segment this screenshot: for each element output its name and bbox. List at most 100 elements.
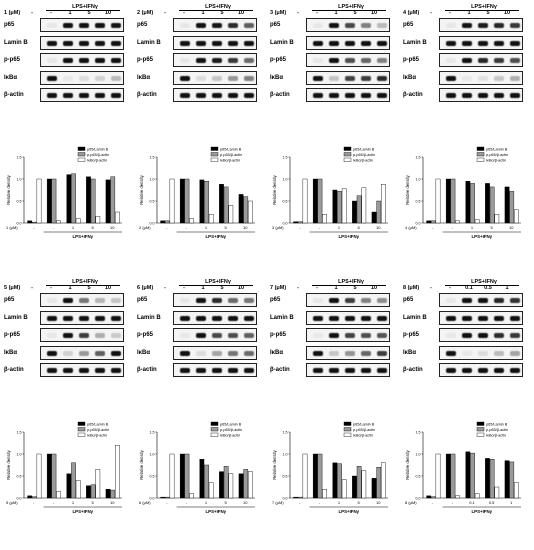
blot-band: [494, 333, 504, 338]
dose-label: 1: [201, 285, 205, 291]
condition-line: [312, 285, 386, 286]
blot-band: [47, 368, 57, 373]
bar: [455, 495, 460, 499]
bar: [86, 176, 91, 224]
dose-label: -: [183, 285, 185, 291]
bar: [474, 493, 480, 499]
bar: [95, 469, 101, 499]
band-label: p-p65: [4, 57, 21, 63]
blot-band: [446, 368, 456, 373]
blot-band: [345, 333, 355, 338]
dose-label: -: [50, 285, 52, 291]
y-tick-label: 0.0: [150, 496, 155, 500]
blot-band: [111, 333, 121, 338]
bar: [199, 179, 205, 224]
bar: [371, 211, 377, 224]
dose-label: 5: [220, 285, 224, 291]
blot-band: [462, 40, 472, 46]
bar: [356, 195, 362, 224]
blot-band: [494, 40, 504, 46]
bar: [426, 495, 432, 499]
bar: [302, 178, 308, 224]
legend-label: p65/Lamin B: [486, 147, 508, 151]
x-tick-label: -: [166, 225, 168, 230]
bar: [337, 463, 342, 499]
blot-strip: [40, 328, 124, 342]
legend-swatch: [210, 427, 219, 432]
x-tick-label: -: [319, 500, 321, 505]
bar: [352, 475, 357, 499]
dose-label: -: [449, 10, 451, 16]
blot-band: [313, 315, 323, 321]
blot-band: [95, 350, 105, 356]
condition-label: LPS+IFNγ: [72, 234, 93, 239]
bar: [208, 482, 214, 499]
compound-label: 8 (μM): [403, 285, 420, 291]
blot-band: [446, 315, 456, 321]
bar: [71, 462, 76, 499]
x-tick-label: -: [53, 500, 55, 505]
bar: [297, 496, 303, 499]
legend-swatch: [476, 146, 485, 151]
dose-label: 5: [353, 10, 357, 16]
blot-band: [111, 93, 121, 98]
legend-label: p65/Lamin B: [220, 147, 242, 151]
bar: [445, 178, 451, 224]
blot-band: [95, 58, 105, 63]
blot-strip: [306, 70, 390, 85]
bar: [504, 460, 510, 499]
blot-band: [446, 40, 456, 46]
blot-band: [47, 40, 57, 46]
blot-band: [180, 40, 190, 46]
blot-band: [79, 315, 89, 321]
blot-band: [494, 350, 504, 356]
bar: [71, 173, 76, 224]
blot-strip: [306, 293, 390, 307]
legend-swatch: [210, 152, 219, 157]
y-tick-label: 1.5: [17, 430, 22, 434]
legend-swatch: [77, 421, 86, 426]
blot-band: [228, 58, 238, 63]
blot-band: [79, 40, 89, 46]
x-tick-label: 10: [376, 500, 381, 505]
blot-strip: [40, 293, 124, 307]
blot-band: [95, 75, 105, 81]
blot-strip: [439, 345, 523, 360]
bar: [160, 496, 166, 499]
compound-axis-label: 4 (μM): [405, 225, 417, 230]
blot-band: [494, 93, 504, 98]
blot-strip: [306, 328, 390, 342]
blot-band: [244, 93, 254, 98]
blot-band: [79, 75, 89, 81]
x-tick-label: 10: [243, 500, 248, 505]
blot-band: [377, 40, 387, 46]
blot-band: [111, 368, 121, 373]
blot-band: [212, 368, 222, 373]
bar: [51, 178, 57, 224]
blot-band: [478, 58, 488, 63]
dose-label: -: [297, 285, 299, 291]
dose-label: -: [50, 10, 52, 16]
legend-label: p-p65/β-actin: [220, 428, 242, 432]
blot-strip: [439, 310, 523, 325]
band-label: β-actin: [137, 92, 157, 98]
blot-band: [47, 315, 57, 321]
legend-swatch: [77, 157, 86, 162]
y-tick-label: 0.0: [283, 496, 288, 500]
x-tick-label: 10: [509, 225, 514, 230]
blot-band: [361, 75, 371, 81]
band-label: β-actin: [403, 92, 423, 98]
x-tick-label: 1: [338, 500, 341, 505]
blot-band: [329, 40, 339, 46]
blot-band: [446, 23, 456, 28]
y-tick-label: 1.0: [416, 452, 421, 456]
legend-label: IκBα/β-actin: [486, 158, 506, 162]
bar: [27, 495, 33, 499]
bar: [169, 453, 175, 499]
bar: [90, 178, 96, 224]
x-tick-label: 1: [471, 225, 474, 230]
y-tick-label: 1.0: [150, 177, 155, 181]
y-tick-label: 0.5: [150, 474, 155, 478]
blot-panel: LPS+IFNγ 6 (μM) - - 1 5 10 p65 Lamin B p-p65 IκBα β…: [137, 279, 257, 381]
